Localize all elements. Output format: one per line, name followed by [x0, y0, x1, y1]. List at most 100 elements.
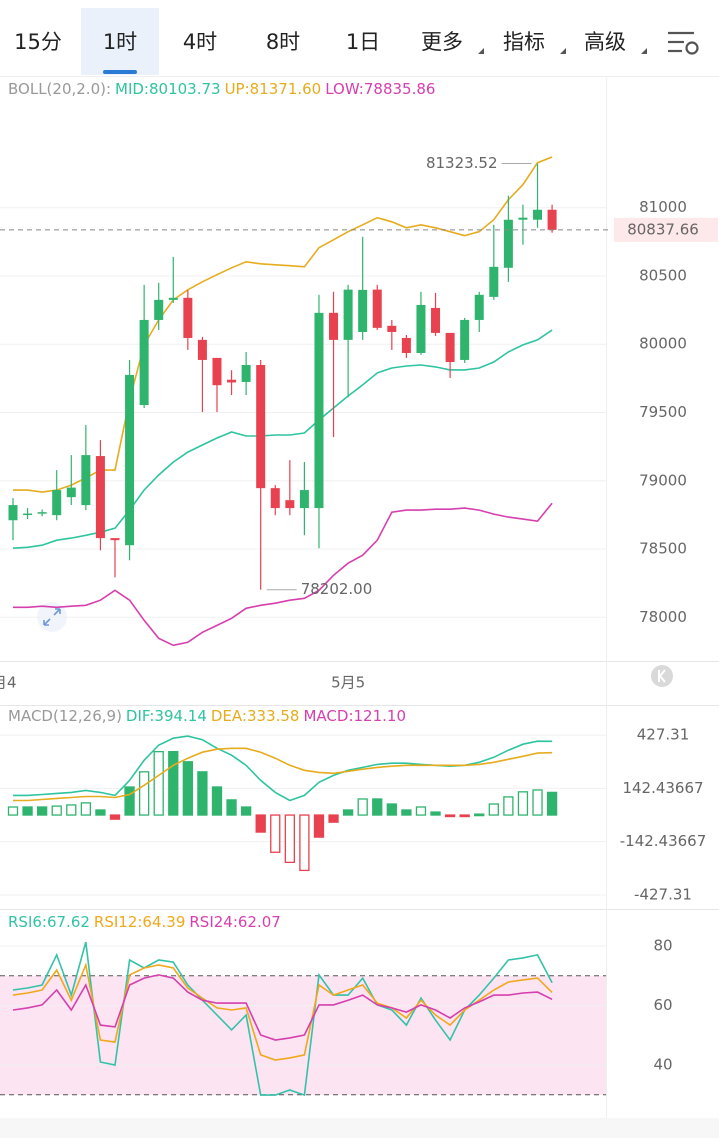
- macd-bar: [342, 809, 354, 816]
- y-tick-label: 81000: [639, 198, 687, 216]
- tab-active-underline: [103, 70, 137, 74]
- legend-entry: DEA:333.58: [211, 707, 300, 725]
- y-tick-label: -142.43667: [620, 832, 707, 850]
- x-tick-label: 月4: [0, 674, 17, 692]
- macd-bar: [401, 809, 412, 816]
- candle-body: [183, 297, 193, 338]
- tab[interactable]: 1日: [346, 30, 380, 54]
- macd-bar: [36, 806, 48, 816]
- candle-body: [212, 357, 222, 386]
- y-tick-label: 80: [653, 937, 672, 955]
- macd-bar: [313, 814, 325, 838]
- candle-body: [66, 487, 76, 498]
- macd-bar: [197, 771, 208, 816]
- indicator-line: [13, 502, 553, 647]
- macd-bar: [80, 802, 91, 816]
- candle-body: [431, 307, 441, 333]
- legend-entry: UP:81371.60: [225, 80, 322, 98]
- macd-bar: [211, 786, 223, 816]
- legend: RSI6:67.62 RSI12:64.39 RSI24:62.07: [8, 913, 281, 931]
- max-label: 81323.52: [426, 154, 498, 172]
- candle-body: [547, 209, 557, 230]
- candle-body: [110, 538, 120, 541]
- legend-title: BOLL(20,2.0):: [8, 80, 111, 98]
- dropdown-caret: [478, 48, 484, 54]
- macd-bar: [517, 791, 529, 816]
- tab[interactable]: 更多: [421, 30, 463, 54]
- macd-bar: [95, 809, 106, 816]
- y-tick-label: 80000: [639, 335, 687, 353]
- legend: BOLL(20,2.0): MID:80103.73 UP:81371.60 LOW:…: [8, 80, 435, 98]
- candle-body: [154, 299, 164, 320]
- macd-bar: [22, 806, 33, 816]
- candle-body: [95, 456, 105, 539]
- macd-bar: [444, 814, 456, 818]
- candle-body: [533, 209, 543, 220]
- macd-bar: [532, 789, 543, 816]
- candle-body: [314, 312, 324, 509]
- macd-bar: [299, 814, 310, 872]
- macd-bar: [124, 786, 135, 816]
- legend-entry: MACD:121.10: [303, 707, 406, 725]
- bottom-indicator-bar: [0, 1118, 719, 1138]
- macd-bar: [546, 791, 558, 816]
- macd-bar: [255, 814, 266, 833]
- macd-bar: [372, 798, 383, 816]
- candle-body: [445, 332, 455, 362]
- min-label: 78202.00: [301, 580, 373, 598]
- macd-bar: [153, 750, 164, 816]
- macd-bar: [430, 811, 441, 816]
- legend-title: MACD(12,26,9): [8, 707, 122, 725]
- macd-bar: [357, 798, 368, 816]
- macd-bar: [138, 771, 150, 816]
- candle-body: [329, 312, 339, 340]
- candle-body: [139, 319, 149, 405]
- candle-body: [241, 364, 251, 382]
- y-tick-label: 78500: [639, 540, 687, 558]
- tab[interactable]: 15分: [14, 30, 62, 54]
- settings-icon[interactable]: [668, 31, 699, 55]
- candle-body: [474, 294, 484, 320]
- candle-body: [503, 219, 513, 268]
- icon-arrows: [43, 608, 61, 626]
- last-price-bg: [614, 217, 718, 242]
- tab[interactable]: 8时: [266, 30, 300, 54]
- candle-body: [8, 505, 18, 521]
- tab[interactable]: 4时: [183, 30, 217, 54]
- legend-entry: RSI12:64.39: [94, 913, 185, 931]
- y-tick-label: 40: [653, 1056, 672, 1074]
- macd-bar: [109, 814, 121, 820]
- candle-body: [168, 297, 178, 300]
- legend-entry: DIF:394.14: [126, 707, 207, 725]
- tab[interactable]: 指标: [503, 30, 545, 54]
- macd-bar: [51, 805, 62, 816]
- candle-body: [227, 379, 237, 383]
- y-tick-label: 80500: [639, 266, 687, 284]
- y-tick-label: 79000: [639, 471, 687, 489]
- indicator-line: [12, 962, 553, 1061]
- k-button[interactable]: [651, 665, 673, 687]
- tab[interactable]: 1时: [103, 30, 137, 54]
- k-glyph: [658, 669, 666, 683]
- macd-bar: [168, 750, 179, 816]
- dropdown-caret: [641, 48, 647, 54]
- macd-bar: [459, 814, 470, 818]
- tab[interactable]: 高级: [584, 30, 626, 54]
- macd-bar: [488, 803, 499, 816]
- candle-body: [197, 339, 207, 360]
- legend: MACD(12,26,9) DIF:394.14 DEA:333.58 MACD:12…: [8, 707, 406, 725]
- candle-body: [416, 304, 426, 353]
- macd-bar: [284, 814, 295, 864]
- indicator-line: [12, 941, 553, 1097]
- macd-bar: [328, 814, 339, 823]
- candle-body: [256, 364, 266, 489]
- last-price-label: 80837.66: [627, 220, 699, 238]
- macd-bar: [7, 806, 19, 816]
- candle-body: [81, 455, 91, 506]
- candle-body: [125, 374, 135, 546]
- candle-body: [343, 289, 353, 340]
- legend-entry: LOW:78835.86: [325, 80, 435, 98]
- tab-active-bg: [81, 8, 159, 75]
